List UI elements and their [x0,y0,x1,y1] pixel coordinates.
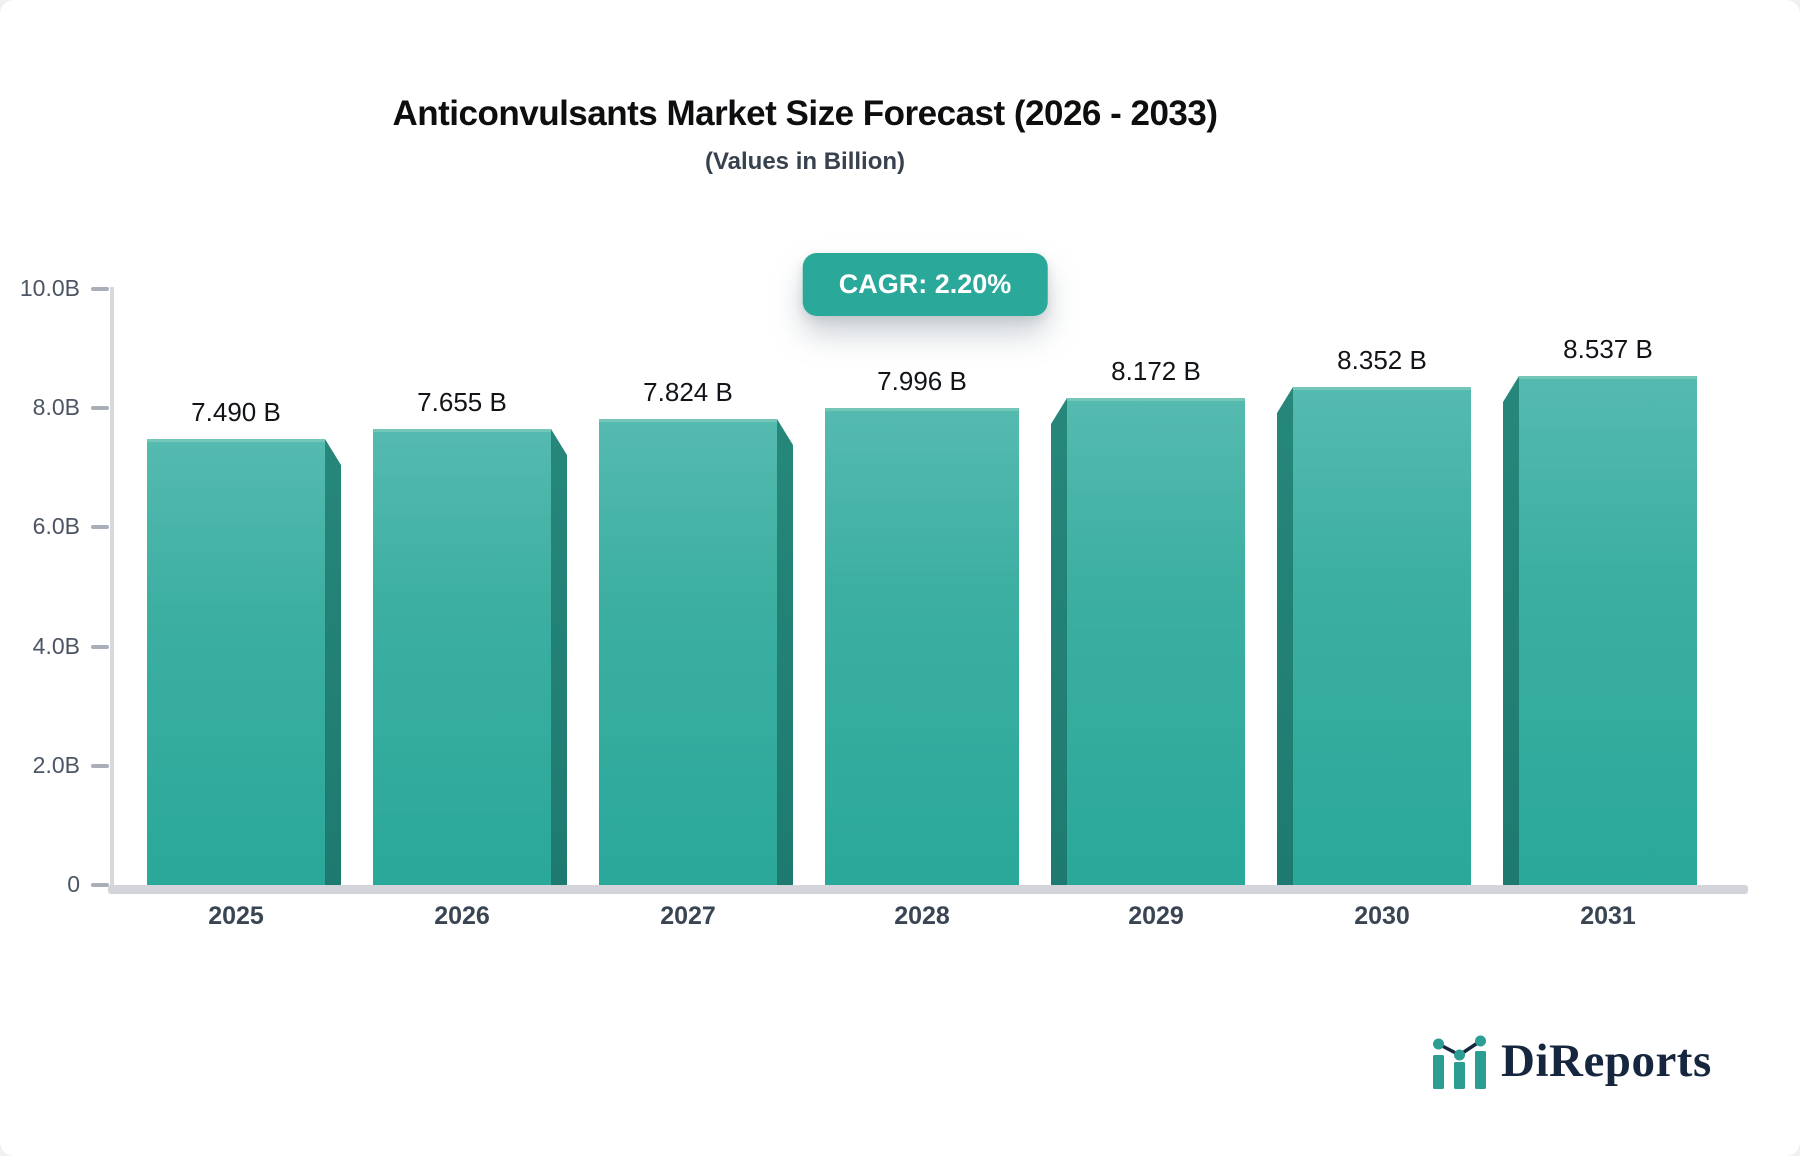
bar-face [1293,387,1471,885]
y-tick-mark [91,763,109,768]
mini-bar-chart-logo-icon [1433,1035,1486,1089]
cagr-badge-label: CAGR: 2.20% [838,269,1012,299]
x-axis-label-2031: 2031 [1580,902,1636,930]
y-tick-mark [91,883,109,887]
y-tick-mark [91,525,109,530]
x-axis-label-2027: 2027 [660,902,716,930]
y-tick-label: 6.0B [32,513,80,540]
y-axis-line [110,287,114,890]
bar-side-bevel [1503,376,1519,885]
bar-face [373,429,551,885]
bar-face [1067,398,1245,885]
bar-face [825,408,1019,885]
y-tick-mark [91,644,109,649]
bar-face [147,439,325,885]
x-axis-label-2029: 2029 [1128,902,1184,930]
y-tick-label: 8.0B [32,394,80,421]
x-axis-label-2026: 2026 [434,902,490,930]
bar-side-bevel [551,429,567,885]
bar-side-bevel [325,439,341,885]
y-tick-label: 4.0B [32,632,80,659]
y-tick-mark [91,406,109,411]
bar-value-label: 8.172 B [1111,356,1201,386]
logo-text: DiReports [1501,1035,1712,1087]
chart-subtitle: (Values in Billion) [704,148,906,175]
page-title: Anticonvulsants Market Size Forecast (20… [392,94,1218,133]
bar-side-bevel [1277,387,1293,885]
bar-2027 [599,419,793,885]
bar-side-bevel [1051,398,1067,885]
x-axis-baseline [108,885,1748,894]
x-axis-label-2030: 2030 [1354,902,1410,930]
x-axis-label-2028: 2028 [894,902,950,930]
bar-side-bevel [777,419,793,885]
bar-2028 [825,408,1019,885]
bar-2031 [1503,376,1697,885]
bar-2029 [1051,398,1245,885]
bar-value-label: 7.824 B [643,377,733,407]
bar-face [599,419,777,885]
y-tick-mark [91,287,109,291]
bar-value-label: 7.996 B [877,366,967,396]
y-tick-label: 10.0B [19,275,80,301]
y-tick-label: 2.0B [32,751,80,778]
bar-value-label: 8.352 B [1337,345,1427,375]
bar-value-label: 8.537 B [1563,334,1653,364]
cagr-badge: CAGR: 2.20% [802,253,1048,316]
bar-value-label: 7.655 B [417,387,507,417]
bar-face [1519,376,1697,885]
x-axis-label-2025: 2025 [208,902,264,930]
bar-2025 [147,439,341,885]
bar-2030 [1277,387,1471,885]
direports-logo: DiReports [1428,1028,1712,1094]
bar-2026 [373,429,567,885]
y-tick-label: 0 [67,871,80,897]
bar-value-label: 7.490 B [191,397,281,427]
